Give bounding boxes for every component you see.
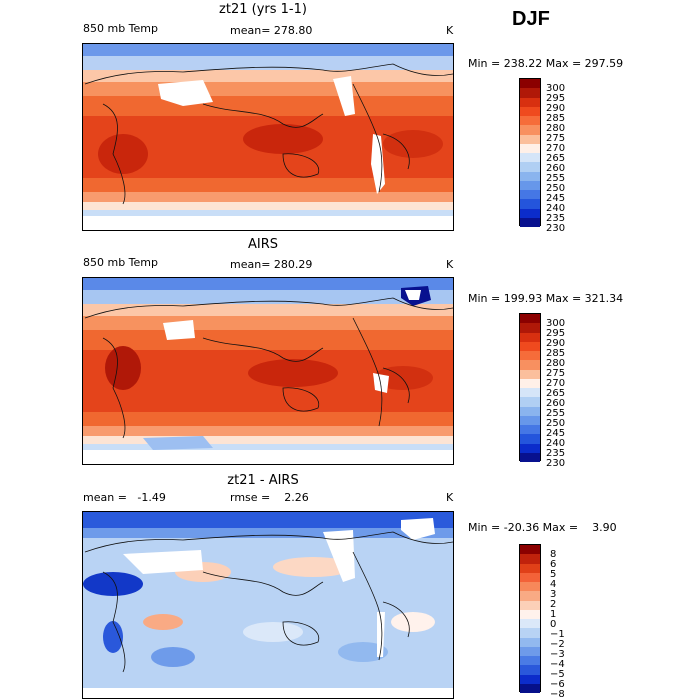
colorbar-tick: 270 <box>546 143 566 154</box>
colorbar-tick: 3 <box>550 589 557 600</box>
panel-3-mean-label: mean = -1.49 <box>83 491 166 504</box>
colorbar-tick: 230 <box>546 223 566 234</box>
season-label: DJF <box>512 8 550 30</box>
panel-1-title: zt21 (yrs 1-1) <box>219 2 307 17</box>
colorbar-tick: 265 <box>546 153 566 164</box>
panel-1-colorbar <box>519 78 541 227</box>
panel-2-mean-label: mean= 280.29 <box>230 258 313 271</box>
panel-1-map <box>82 43 454 231</box>
colorbar-tick: 275 <box>546 133 566 144</box>
colorbar-tick: 1 <box>550 609 557 620</box>
panel-3-title: zt21 - AIRS <box>227 473 299 488</box>
panel-1-mean-label: mean= 278.80 <box>230 24 313 37</box>
colorbar-tick: −5 <box>550 669 565 680</box>
colorbar-tick: −1 <box>550 629 565 640</box>
colorbar-tick: 245 <box>546 428 566 439</box>
colorbar-tick: 250 <box>546 418 566 429</box>
colorbar-tick: 270 <box>546 378 566 389</box>
panel-1-map-image <box>83 44 453 230</box>
panel-1-colorbar-ticks: 300 295 290 285 280 275 270 265 260 255 … <box>546 84 565 234</box>
colorbar-tick: 240 <box>546 203 566 214</box>
panel-3-colorbar-ticks: 8 6 5 4 3 2 1 0 −1 −2 −3 −4 −5 −6 −8 <box>550 550 565 700</box>
colorbar-tick: 285 <box>546 113 566 124</box>
panel-2-colorbar-ticks: 300 295 290 285 280 275 270 265 260 255 … <box>546 319 565 469</box>
panel-3-minmax: Min = -20.36 Max = 3.90 <box>468 521 617 534</box>
colorbar-tick: −2 <box>550 639 565 650</box>
colorbar-tick: 235 <box>546 448 566 459</box>
colorbar-tick: −4 <box>550 659 565 670</box>
colorbar-tick: 300 <box>546 83 566 94</box>
colorbar-tick: 290 <box>546 338 566 349</box>
colorbar-tick: 0 <box>550 619 557 630</box>
panel-1-variable-label: 850 mb Temp <box>83 22 159 35</box>
colorbar-tick: 265 <box>546 388 566 399</box>
panel-3-map <box>82 511 454 699</box>
colorbar-tick: 245 <box>546 193 566 204</box>
colorbar-tick: 295 <box>546 328 566 339</box>
panel-3-colorbar <box>519 544 541 693</box>
colorbar-tick: 280 <box>546 123 566 134</box>
colorbar-tick: 275 <box>546 368 566 379</box>
colorbar-tick: 2 <box>550 599 557 610</box>
colorbar-tick: 240 <box>546 438 566 449</box>
colorbar-tick: 300 <box>546 318 566 329</box>
colorbar-tick: 235 <box>546 213 566 224</box>
panel-2-units: K <box>446 258 454 271</box>
colorbar-tick: −8 <box>550 689 565 700</box>
colorbar-tick: −6 <box>550 679 565 690</box>
colorbar-tick: 280 <box>546 358 566 369</box>
panel-2-map-image <box>83 278 453 464</box>
colorbar-tick: 290 <box>546 103 566 114</box>
panel-2-title: AIRS <box>247 237 278 252</box>
panel-1-minmax: Min = 238.22 Max = 297.59 <box>468 57 624 70</box>
colorbar-tick: 8 <box>550 549 557 560</box>
panel-1-units: K <box>446 24 454 37</box>
panel-2-minmax: Min = 199.93 Max = 321.34 <box>468 292 624 305</box>
colorbar-tick: 255 <box>546 173 566 184</box>
panel-2-map <box>82 277 454 465</box>
panel-3-rmse-label: rmse = 2.26 <box>230 491 309 504</box>
panel-2-colorbar <box>519 313 541 462</box>
panel-3-units: K <box>446 491 454 504</box>
colorbar-tick: 260 <box>546 163 566 174</box>
panel-3-map-image <box>83 512 453 698</box>
colorbar-tick: 250 <box>546 183 566 194</box>
colorbar-tick: 230 <box>546 458 566 469</box>
colorbar-tick: 295 <box>546 93 566 104</box>
colorbar-tick: 6 <box>550 559 557 570</box>
colorbar-tick: 4 <box>550 579 557 590</box>
colorbar-tick: −3 <box>550 649 565 660</box>
colorbar-tick: 5 <box>550 569 557 580</box>
panel-2-variable-label: 850 mb Temp <box>83 256 159 269</box>
colorbar-tick: 255 <box>546 408 566 419</box>
colorbar-tick: 285 <box>546 348 566 359</box>
colorbar-tick: 260 <box>546 398 566 409</box>
